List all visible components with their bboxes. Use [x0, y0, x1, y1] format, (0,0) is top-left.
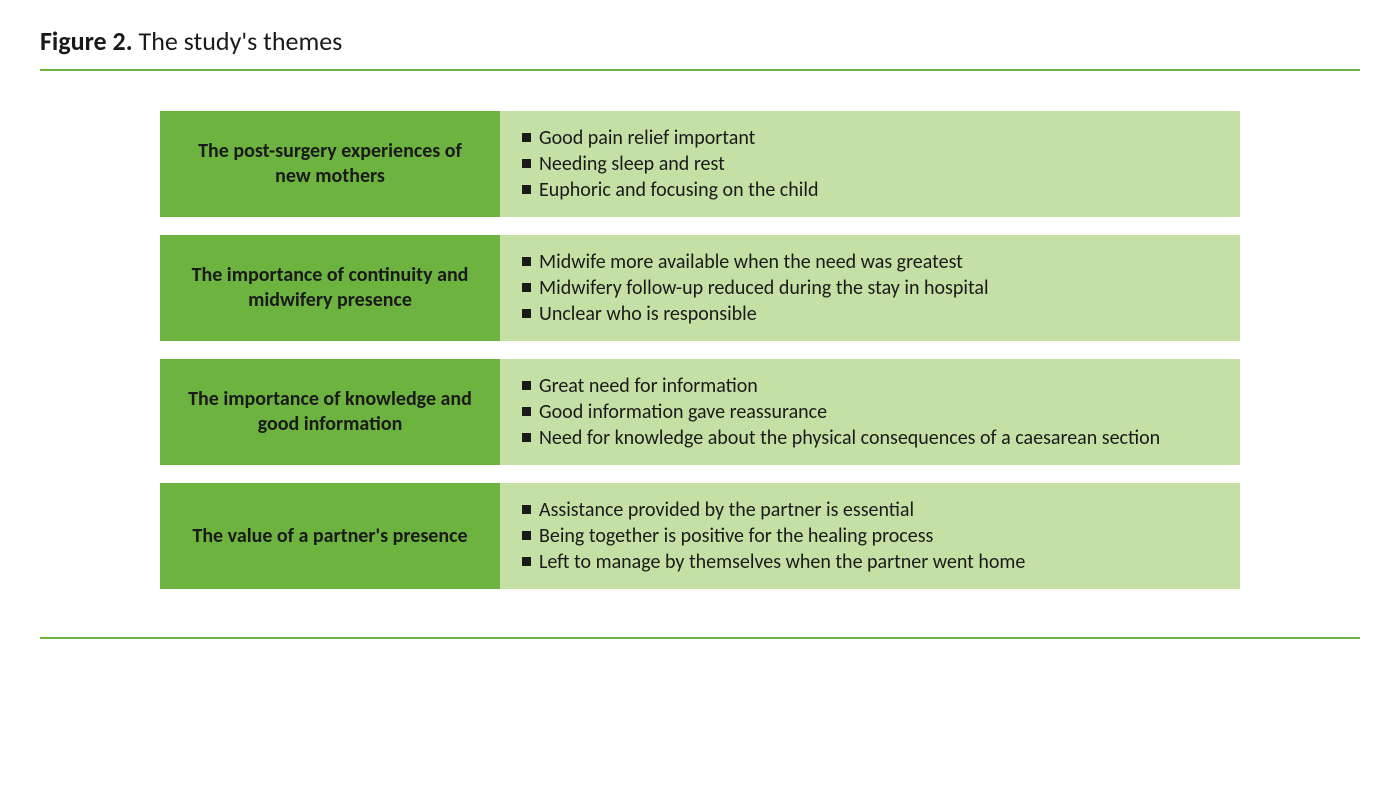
- figure-title-text: The study's themes: [139, 25, 343, 57]
- figure-title: Figure 2. The study's themes: [40, 25, 1360, 57]
- theme-row: The post-surgery experiences of new moth…: [160, 111, 1240, 217]
- bullet-icon: [522, 159, 531, 168]
- bullet-icon: [522, 433, 531, 442]
- theme-point-text: Needing sleep and rest: [539, 151, 725, 177]
- theme-row: The importance of continuity and midwife…: [160, 235, 1240, 341]
- theme-point: Unclear who is responsible: [522, 301, 1218, 327]
- bullet-icon: [522, 531, 531, 540]
- theme-point-text: Midwife more available when the need was…: [539, 249, 963, 275]
- theme-point-text: Left to manage by themselves when the pa…: [539, 549, 1025, 575]
- themes-container: The post-surgery experiences of new moth…: [40, 71, 1360, 637]
- theme-point: Good information gave reassurance: [522, 399, 1218, 425]
- theme-point: Being together is positive for the heali…: [522, 523, 1218, 549]
- theme-point: Great need for information: [522, 373, 1218, 399]
- theme-point-text: Being together is positive for the heali…: [539, 523, 933, 549]
- theme-point: Needing sleep and rest: [522, 151, 1218, 177]
- theme-row: The value of a partner's presence Assista…: [160, 483, 1240, 589]
- theme-points: Midwife more available when the need was…: [500, 235, 1240, 341]
- theme-point: Good pain relief important: [522, 125, 1218, 151]
- theme-heading: The value of a partner's presence: [160, 483, 500, 589]
- bullet-icon: [522, 185, 531, 194]
- bottom-divider: [40, 637, 1360, 639]
- bullet-icon: [522, 557, 531, 566]
- bullet-icon: [522, 283, 531, 292]
- bullet-icon: [522, 505, 531, 514]
- figure-label: Figure 2.: [40, 25, 133, 57]
- theme-point-text: Good information gave reassurance: [539, 399, 827, 425]
- bullet-icon: [522, 257, 531, 266]
- theme-point: Left to manage by themselves when the pa…: [522, 549, 1218, 575]
- theme-point: Need for knowledge about the physical co…: [522, 425, 1218, 451]
- bullet-icon: [522, 133, 531, 142]
- theme-points: Great need for informationGood informati…: [500, 359, 1240, 465]
- theme-points: Good pain relief importantNeeding sleep …: [500, 111, 1240, 217]
- theme-point-text: Midwifery follow-up reduced during the s…: [539, 275, 989, 301]
- theme-point-text: Euphoric and focusing on the child: [539, 177, 818, 203]
- theme-point: Euphoric and focusing on the child: [522, 177, 1218, 203]
- theme-points: Assistance provided by the partner is es…: [500, 483, 1240, 589]
- theme-point-text: Assistance provided by the partner is es…: [539, 497, 914, 523]
- theme-heading: The importance of continuity and midwife…: [160, 235, 500, 341]
- theme-heading: The post-surgery experiences of new moth…: [160, 111, 500, 217]
- theme-point: Midwife more available when the need was…: [522, 249, 1218, 275]
- theme-row: The importance of knowledge and good inf…: [160, 359, 1240, 465]
- theme-point-text: Great need for information: [539, 373, 758, 399]
- theme-point: Assistance provided by the partner is es…: [522, 497, 1218, 523]
- theme-point-text: Unclear who is responsible: [539, 301, 757, 327]
- theme-point-text: Good pain relief important: [539, 125, 755, 151]
- theme-point: Midwifery follow-up reduced during the s…: [522, 275, 1218, 301]
- theme-heading: The importance of knowledge and good inf…: [160, 359, 500, 465]
- bullet-icon: [522, 407, 531, 416]
- theme-point-text: Need for knowledge about the physical co…: [539, 425, 1160, 451]
- bullet-icon: [522, 381, 531, 390]
- bullet-icon: [522, 309, 531, 318]
